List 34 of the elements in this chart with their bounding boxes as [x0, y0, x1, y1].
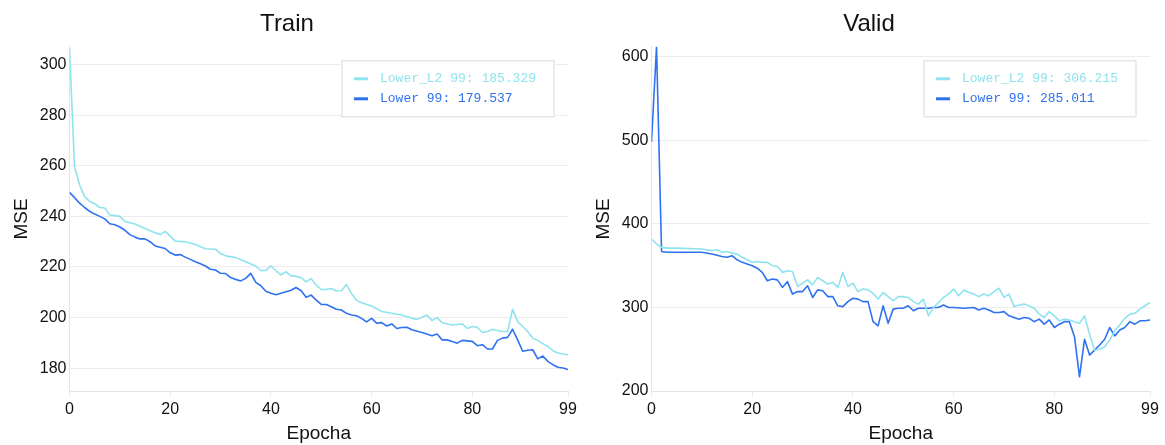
- x-tick-label: 20: [743, 400, 762, 418]
- x-tick-label: 60: [944, 400, 963, 418]
- x-axis-title: Epocha: [286, 421, 352, 443]
- x-tick-label: 0: [65, 400, 75, 418]
- y-tick-label: 180: [39, 358, 67, 376]
- x-tick-label: 99: [559, 400, 577, 418]
- y-tick-label: 200: [621, 381, 649, 399]
- legend-label: Lower 99: 179.537: [379, 91, 513, 107]
- x-tick-label: 80: [463, 400, 482, 418]
- y-axis-title: MSE: [591, 198, 613, 240]
- y-axis-title: MSE: [9, 198, 31, 240]
- y-tick-label: 260: [39, 156, 67, 174]
- y-tick-label: 500: [621, 130, 649, 148]
- x-tick-label: 0: [647, 400, 657, 418]
- chart-title: Train: [260, 9, 314, 37]
- x-tick-label: 20: [161, 400, 180, 418]
- y-tick-label: 400: [621, 214, 649, 232]
- y-tick-label: 220: [39, 257, 67, 275]
- y-tick-label: 300: [39, 54, 67, 72]
- x-axis-title: Epocha: [868, 421, 934, 443]
- x-tick-label: 99: [1141, 400, 1159, 418]
- y-tick-label: 200: [39, 308, 67, 326]
- y-tick-label: 600: [621, 47, 649, 65]
- legend-label: Lower_L2 99: 185.329: [379, 71, 537, 87]
- y-tick-label: 280: [39, 105, 67, 123]
- x-tick-label: 80: [1045, 400, 1064, 418]
- y-tick-label: 240: [39, 206, 67, 224]
- x-tick-label: 40: [844, 400, 862, 418]
- y-tick-label: 300: [621, 297, 649, 315]
- x-tick-label: 60: [362, 400, 381, 418]
- chart-title: Valid: [843, 9, 895, 37]
- x-tick-label: 40: [262, 400, 280, 418]
- legend-label: Lower_L2 99: 306.215: [961, 71, 1119, 87]
- legend-label: Lower 99: 285.011: [961, 91, 1095, 107]
